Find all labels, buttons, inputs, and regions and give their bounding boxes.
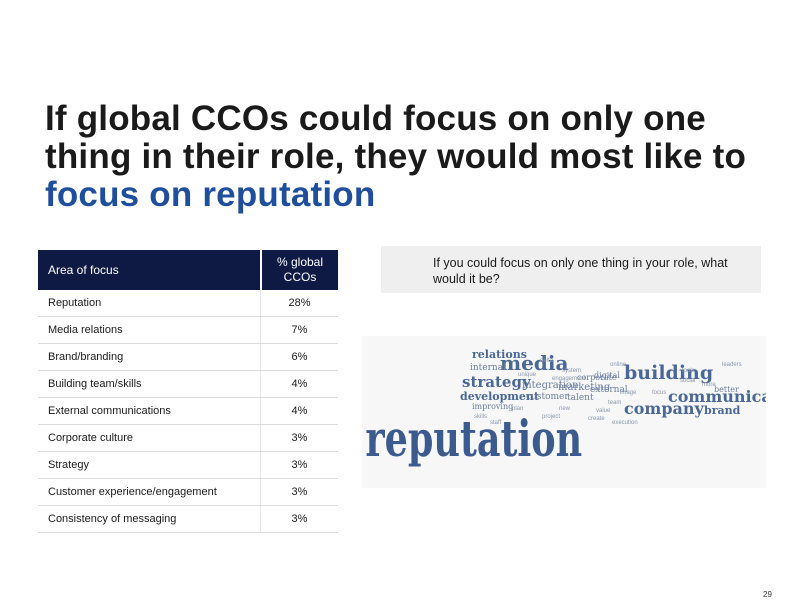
word-cloud-word: online [610,362,627,368]
cell-area: Building team/skills [38,371,261,397]
table-row: External communications 4% [38,398,338,425]
cell-pct: 6% [291,351,308,363]
word-cloud-word: create [588,416,605,422]
cell-area: External communications [38,398,261,424]
word-cloud-word: execution [612,420,638,426]
word-cloud-word: digital [594,371,620,380]
table-row: Media relations 7% [38,317,338,344]
word-cloud-word: social [680,378,695,384]
word-cloud-word: corporate [577,373,617,382]
cell-pct: 7% [291,324,308,336]
cell-pct: 3% [291,513,308,525]
word-cloud-word: staff [490,420,502,426]
cell-area: Media relations [38,317,261,343]
cell-area: Reputation [38,290,261,316]
title-text: If global CCOs could focus on only one t… [45,99,747,176]
word-cloud-word: system [562,368,581,374]
word-cloud-word: new [559,406,571,412]
table-header: Area of focus % global CCOs [38,250,338,290]
cell-pct: 3% [291,459,308,471]
word-cloud-word: marketing [558,382,611,393]
word-cloud-word: communication [668,387,766,406]
table-row: Strategy 3% [38,452,338,479]
word-cloud-word: company [624,399,705,418]
word-cloud-word: engagement [552,376,586,382]
cell-area: Brand/branding [38,344,261,370]
word-cloud-word: leaders [722,362,742,368]
word-cloud-word: tools [682,368,695,374]
word-cloud-word: internal [470,363,506,373]
word-cloud-word: better [714,385,739,394]
table-row: Corporate culture 3% [38,425,338,452]
table-row: Building team/skills 4% [38,371,338,398]
word-cloud-word: value [596,408,611,414]
page-title: If global CCOs could focus on only one t… [45,100,765,214]
cell-pct: 4% [291,378,308,390]
cell-area: Strategy [38,452,261,478]
table-row: Reputation 28% [38,290,338,317]
word-cloud-word: project [542,414,560,420]
word-cloud-word: improving [472,402,513,411]
word-cloud-word: strategy [462,373,532,391]
word-cloud-image: reputation media building strategy communica… [362,336,766,488]
word-cloud-word: more [702,382,716,388]
word-cloud-word: unique [518,372,537,378]
word-cloud-svg: reputation media building strategy communica… [365,348,766,468]
word-cloud-word: brand [704,404,741,417]
cell-pct: 4% [291,405,308,417]
cell-pct: 3% [291,432,308,444]
focus-table: Area of focus % global CCOs Reputation 28… [38,250,338,533]
table-row: Customer experience/engagement 3% [38,479,338,506]
cell-area: Consistency of messaging [38,506,261,532]
table-row: Consistency of messaging 3% [38,506,338,533]
word-cloud-word: delta [540,358,554,364]
word-cloud-word: integration [522,380,579,391]
cell-pct: 28% [288,297,311,309]
table-row: Brand/branding 6% [38,344,338,371]
word-cloud-word: building [624,362,713,384]
word-cloud-word: focus [652,390,666,396]
cell-pct: 3% [291,486,308,498]
page-number: 29 [763,590,772,599]
word-cloud-word: relations [472,348,527,361]
question-text: If you could focus on only one thing in … [433,256,728,286]
word-cloud-word: plan [512,406,523,412]
header-area-of-focus: Area of focus [48,263,119,277]
title-highlight: focus on reputation [45,175,376,214]
word-cloud-word: talent [567,393,594,403]
word-cloud-word: customer [526,392,569,402]
table-body: Reputation 28% Media relations 7% Brand/bran… [38,290,338,533]
header-pct-global-ccos: % global CCOs [260,250,338,290]
word-cloud-word: skills [474,414,487,420]
word-cloud-word: development [460,390,540,403]
question-box: If you could focus on only one thing in … [381,246,761,293]
word-cloud-word: media [500,351,568,375]
word-cloud-word: image [620,390,637,396]
word-cloud-word: team [608,400,621,406]
cell-area: Customer experience/engagement [38,479,261,505]
word-cloud-word: external [590,385,628,395]
word-cloud-main-word: reputation [365,409,582,468]
cell-area: Corporate culture [38,425,261,451]
